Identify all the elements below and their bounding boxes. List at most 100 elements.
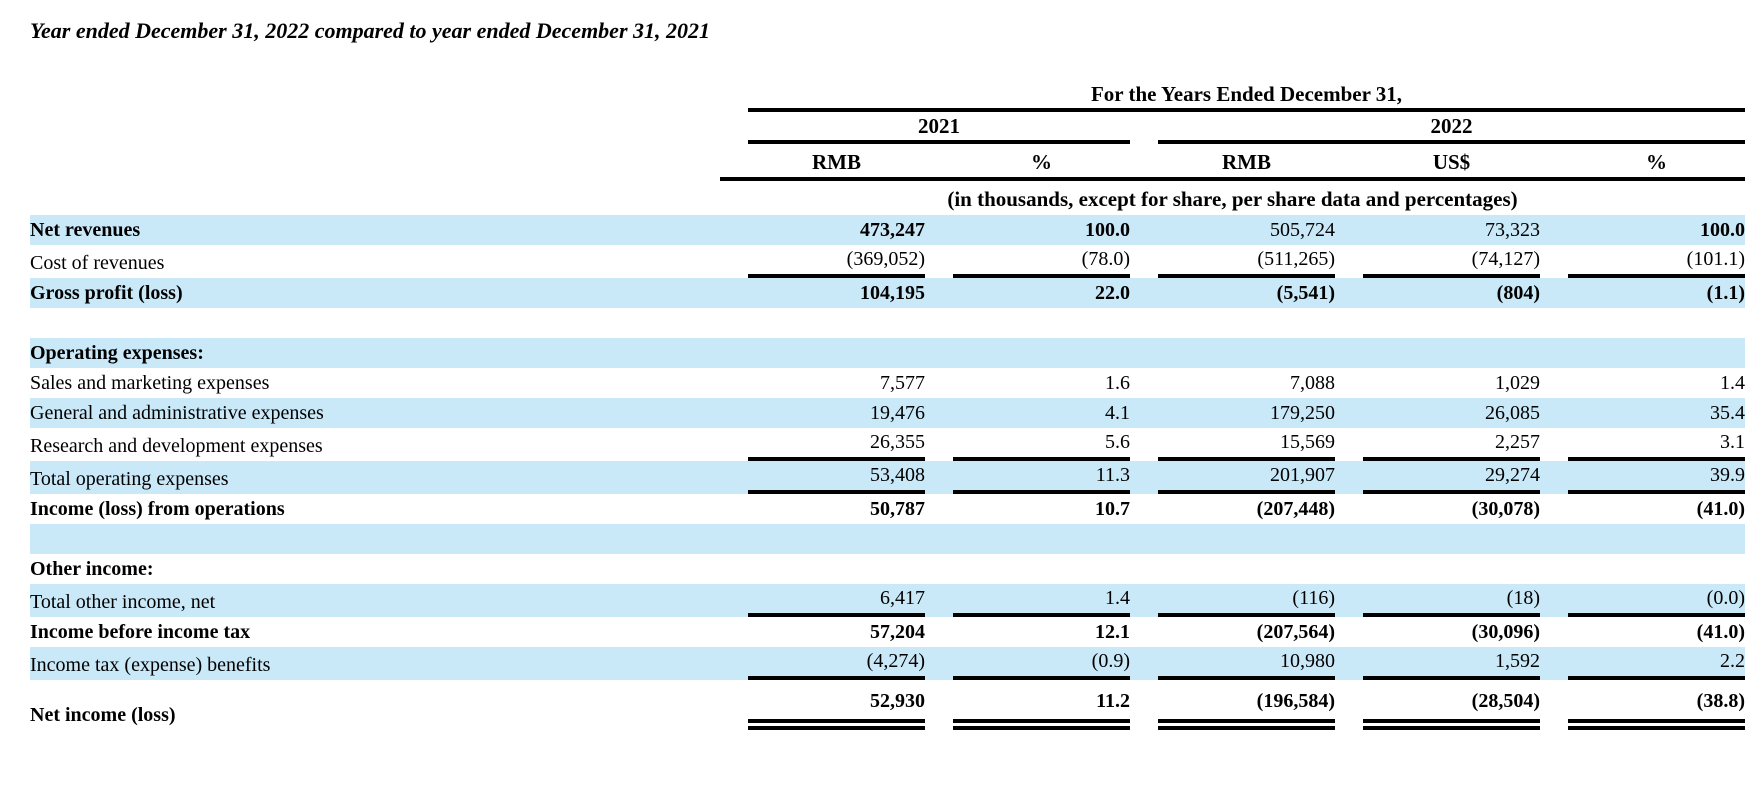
value-cell: (804) xyxy=(1496,282,1540,304)
value-cell: 11.3 xyxy=(925,461,1130,494)
value-cell: 35.4 xyxy=(1710,402,1745,424)
value-cell: 29,274 xyxy=(1335,461,1540,494)
value-cell: 39.9 xyxy=(1540,461,1745,494)
table-row: Net revenues 473,247 100.0 505,724 73,32… xyxy=(30,215,1745,245)
value-cell: (116) xyxy=(1130,584,1335,617)
value-cell: 104,195 xyxy=(860,282,925,304)
row-label: Research and development expenses xyxy=(30,435,323,457)
value-cell: 2,257 xyxy=(1335,428,1540,461)
value-cell xyxy=(1130,554,1335,584)
value-cell xyxy=(1130,524,1335,554)
value-cell: 19,476 xyxy=(870,402,925,424)
table-row: Gross profit (loss) 104,195 22.0 (5,541)… xyxy=(30,278,1745,308)
row-label: Sales and marketing expenses xyxy=(30,372,270,394)
table-row: Total other income, net 6,417 1.4 (116) … xyxy=(30,584,1745,617)
spacer-cell xyxy=(30,144,720,179)
value-cell: 179,250 xyxy=(1270,402,1335,424)
year-group-2021: 2021 xyxy=(720,112,1130,144)
table-row: Research and development expenses 26,355… xyxy=(30,428,1745,461)
table-row: Income (loss) from operations 50,787 10.… xyxy=(30,494,1745,524)
row-label: Other income: xyxy=(30,558,154,580)
table-row xyxy=(30,308,1745,338)
row-label: Net revenues xyxy=(30,219,141,241)
value-cell: 26,355 xyxy=(720,428,925,461)
year-group-2022: 2022 xyxy=(1130,112,1745,144)
value-cell: (196,584) xyxy=(1130,680,1335,730)
value-cell: (0.0) xyxy=(1540,584,1745,617)
value-cell: (4,274) xyxy=(720,647,925,680)
value-cell: 10.7 xyxy=(1095,498,1130,520)
value-cell: (207,564) xyxy=(1256,621,1335,643)
value-cell: (30,078) xyxy=(1471,498,1540,520)
value-cell: 4.1 xyxy=(1105,402,1130,424)
value-cell: 100.0 xyxy=(1085,219,1130,241)
table-row: Income tax (expense) benefits (4,274) (0… xyxy=(30,647,1745,680)
value-cell xyxy=(720,308,925,338)
value-cell: (18) xyxy=(1335,584,1540,617)
value-cell: (30,096) xyxy=(1471,621,1540,643)
row-label: Total other income, net xyxy=(30,591,216,613)
value-cell: 52,930 xyxy=(720,680,925,730)
row-label xyxy=(30,524,720,554)
column-header-pct-2022: % xyxy=(1540,144,1745,181)
value-cell: 1.6 xyxy=(1105,372,1130,394)
value-cell xyxy=(1540,554,1745,584)
header-note-row: (in thousands, except for share, per sha… xyxy=(30,179,1745,215)
table-row: Cost of revenues (369,052) (78.0) (511,2… xyxy=(30,245,1745,278)
value-cell: (511,265) xyxy=(1130,245,1335,278)
row-label: Income (loss) from operations xyxy=(30,498,285,520)
header-spanner-row: For the Years Ended December 31, xyxy=(30,80,1745,112)
value-cell: 57,204 xyxy=(870,621,925,643)
value-cell: (28,504) xyxy=(1335,680,1540,730)
value-cell: (101.1) xyxy=(1540,245,1745,278)
row-label: Net income (loss) xyxy=(30,704,176,726)
spacer-cell xyxy=(30,80,720,112)
value-cell: 10,980 xyxy=(1130,647,1335,680)
value-cell: 1.4 xyxy=(925,584,1130,617)
header-years-row: 2021 2022 xyxy=(30,112,1745,144)
column-header-rmb-2021: RMB xyxy=(720,144,925,181)
spanner-cell: For the Years Ended December 31, xyxy=(720,80,1745,112)
row-label: Total operating expenses xyxy=(30,468,229,490)
table-row: Other income: xyxy=(30,554,1745,584)
value-cell: 73,323 xyxy=(1485,219,1540,241)
row-label: General and administrative expenses xyxy=(30,402,324,424)
spacer-cell xyxy=(30,179,720,215)
table-row: Total operating expenses 53,408 11.3 201… xyxy=(30,461,1745,494)
column-header-pct-2021: % xyxy=(925,144,1130,181)
table-header: For the Years Ended December 31, 2021 20… xyxy=(30,80,1745,215)
value-cell: 7,088 xyxy=(1290,372,1335,394)
value-cell: 1.4 xyxy=(1720,372,1745,394)
value-cell xyxy=(1130,338,1335,368)
value-cell xyxy=(1335,554,1540,584)
value-cell xyxy=(925,308,1130,338)
column-header-usd-2022: US$ xyxy=(1335,144,1540,181)
value-cell: 50,787 xyxy=(870,498,925,520)
value-cell xyxy=(720,338,925,368)
value-cell: 473,247 xyxy=(860,219,925,241)
value-cell: 2.2 xyxy=(1540,647,1745,680)
value-cell: (0.9) xyxy=(925,647,1130,680)
row-label: Operating expenses: xyxy=(30,342,204,364)
value-cell xyxy=(925,338,1130,368)
value-cell: 1,029 xyxy=(1495,372,1540,394)
value-cell: 1,592 xyxy=(1335,647,1540,680)
table-row: Sales and marketing expenses 7,577 1.6 7… xyxy=(30,368,1745,398)
table-row: General and administrative expenses 19,4… xyxy=(30,398,1745,428)
table-row xyxy=(30,524,1745,554)
value-cell xyxy=(925,524,1130,554)
value-cell: 5.6 xyxy=(925,428,1130,461)
value-cell: (5,541) xyxy=(1276,282,1335,304)
value-cell: (38.8) xyxy=(1540,680,1745,730)
row-label xyxy=(30,308,720,338)
value-cell: 201,907 xyxy=(1130,461,1335,494)
value-cell xyxy=(925,554,1130,584)
value-cell: (369,052) xyxy=(720,245,925,278)
spanner-label: For the Years Ended December 31, xyxy=(748,80,1745,112)
value-cell xyxy=(1335,524,1540,554)
value-cell: 26,085 xyxy=(1485,402,1540,424)
value-cell xyxy=(1540,338,1745,368)
value-cell xyxy=(1130,308,1335,338)
value-cell: 22.0 xyxy=(1095,282,1130,304)
table-row: Net income (loss) 52,930 11.2 (196,584) … xyxy=(30,680,1745,730)
